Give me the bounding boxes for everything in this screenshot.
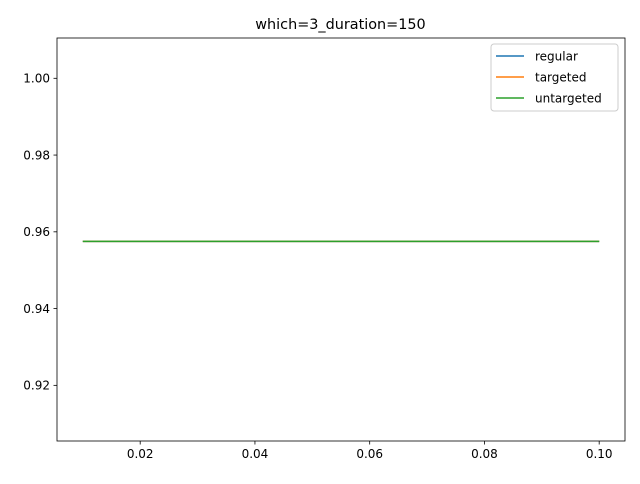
x-tick-label: 0.10 <box>586 447 613 461</box>
y-tick-label: 0.92 <box>23 379 50 393</box>
x-tick-label: 0.04 <box>242 447 269 461</box>
plot-area-frame <box>56 37 626 442</box>
legend-label: targeted <box>535 70 587 84</box>
legend-box <box>490 43 619 112</box>
y-tick-label: 0.98 <box>23 148 50 162</box>
x-tick-label: 0.08 <box>471 447 498 461</box>
y-tick-label: 1.00 <box>23 72 50 86</box>
x-tick-label: 0.06 <box>356 447 383 461</box>
y-tick-label: 0.96 <box>23 225 50 239</box>
legend: regular targeted untargeted <box>490 43 619 112</box>
y-tick-label: 0.94 <box>23 302 50 316</box>
x-tick-label: 0.02 <box>127 447 154 461</box>
y-axis: 0.92 0.94 0.96 0.98 1.00 <box>23 72 57 393</box>
legend-label: regular <box>535 49 578 63</box>
legend-label: untargeted <box>535 91 602 105</box>
x-axis: 0.02 0.04 0.06 0.08 0.10 <box>127 441 613 461</box>
chart-title: which=3_duration=150 <box>255 17 425 33</box>
